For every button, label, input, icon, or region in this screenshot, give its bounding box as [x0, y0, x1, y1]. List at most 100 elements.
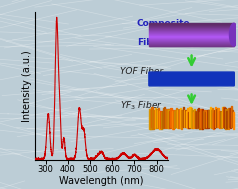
Text: YOF Fiber: YOF Fiber — [120, 67, 163, 76]
Bar — [172, 111, 173, 129]
Bar — [197, 109, 198, 128]
Text: Fiber: Fiber — [137, 38, 163, 47]
Bar — [213, 113, 214, 129]
Bar — [149, 29, 234, 30]
Bar — [177, 110, 178, 128]
Bar — [167, 109, 169, 128]
Bar — [195, 111, 196, 128]
Bar — [192, 110, 193, 128]
Bar — [156, 109, 157, 128]
Bar — [149, 25, 234, 26]
Bar — [159, 111, 160, 129]
Bar — [162, 111, 163, 128]
Bar — [149, 34, 234, 35]
Bar — [194, 109, 195, 127]
Bar — [221, 112, 223, 128]
Bar — [149, 27, 234, 28]
Bar — [185, 110, 187, 127]
Bar — [188, 112, 190, 128]
Bar — [217, 108, 218, 126]
Bar — [227, 111, 228, 128]
Bar — [214, 110, 215, 128]
Bar — [149, 40, 234, 41]
Y-axis label: Intensity (a.u.): Intensity (a.u.) — [22, 50, 32, 122]
Bar — [170, 108, 172, 127]
Bar — [173, 110, 174, 129]
Bar — [149, 38, 234, 39]
Bar — [149, 44, 234, 45]
Bar — [149, 43, 234, 44]
Bar — [149, 30, 234, 31]
Bar — [228, 108, 230, 127]
Bar — [153, 110, 154, 129]
Bar — [149, 35, 234, 36]
Bar — [203, 111, 204, 128]
Bar — [178, 109, 179, 128]
Bar — [160, 111, 161, 128]
Bar — [184, 110, 185, 127]
Bar — [149, 45, 234, 46]
Bar — [220, 111, 221, 127]
Bar — [205, 112, 207, 128]
Text: Composite: Composite — [137, 19, 190, 28]
Bar — [219, 111, 220, 128]
Bar — [149, 33, 234, 34]
Bar — [212, 108, 213, 128]
Bar — [149, 28, 234, 29]
Bar — [151, 107, 153, 127]
Bar — [200, 109, 201, 127]
Bar — [175, 110, 176, 127]
Bar — [204, 110, 206, 128]
Bar — [228, 108, 229, 129]
Bar — [189, 107, 191, 127]
Bar — [150, 110, 152, 129]
Bar — [231, 106, 232, 127]
Bar — [230, 108, 231, 128]
Bar — [149, 39, 234, 40]
Bar — [191, 108, 192, 128]
Bar — [208, 110, 210, 127]
Bar — [174, 112, 175, 128]
X-axis label: Wavelength (nm): Wavelength (nm) — [59, 176, 144, 186]
Bar — [209, 107, 211, 127]
Bar — [224, 108, 226, 129]
Bar — [186, 111, 188, 127]
Bar — [215, 107, 216, 127]
Bar — [149, 44, 234, 45]
Bar — [176, 108, 177, 127]
Bar — [164, 108, 165, 127]
Bar — [149, 26, 234, 27]
Bar — [211, 110, 212, 128]
Bar — [165, 109, 166, 128]
Bar — [169, 111, 171, 128]
Bar — [163, 108, 164, 128]
Bar — [149, 41, 234, 42]
Bar — [199, 112, 200, 129]
Bar — [233, 112, 234, 129]
Bar — [158, 108, 159, 128]
Bar — [187, 108, 189, 128]
Bar — [149, 24, 234, 25]
Bar — [149, 37, 234, 38]
Bar — [149, 36, 234, 37]
Bar — [179, 110, 180, 128]
Bar — [232, 110, 233, 127]
Bar — [182, 110, 183, 127]
Bar — [202, 109, 203, 129]
Bar — [149, 42, 234, 43]
Bar — [206, 111, 208, 127]
Text: $YF_3$ Fiber: $YF_3$ Fiber — [120, 100, 163, 112]
Bar — [225, 109, 227, 129]
Bar — [222, 107, 223, 127]
Bar — [149, 109, 151, 129]
Bar — [168, 110, 170, 128]
Bar — [166, 110, 168, 126]
Bar — [149, 32, 234, 33]
Bar — [216, 109, 217, 127]
Bar — [149, 31, 234, 32]
Bar — [193, 112, 194, 128]
Bar — [201, 109, 202, 129]
Bar — [149, 41, 234, 42]
Bar — [198, 108, 199, 127]
Bar — [154, 110, 155, 128]
